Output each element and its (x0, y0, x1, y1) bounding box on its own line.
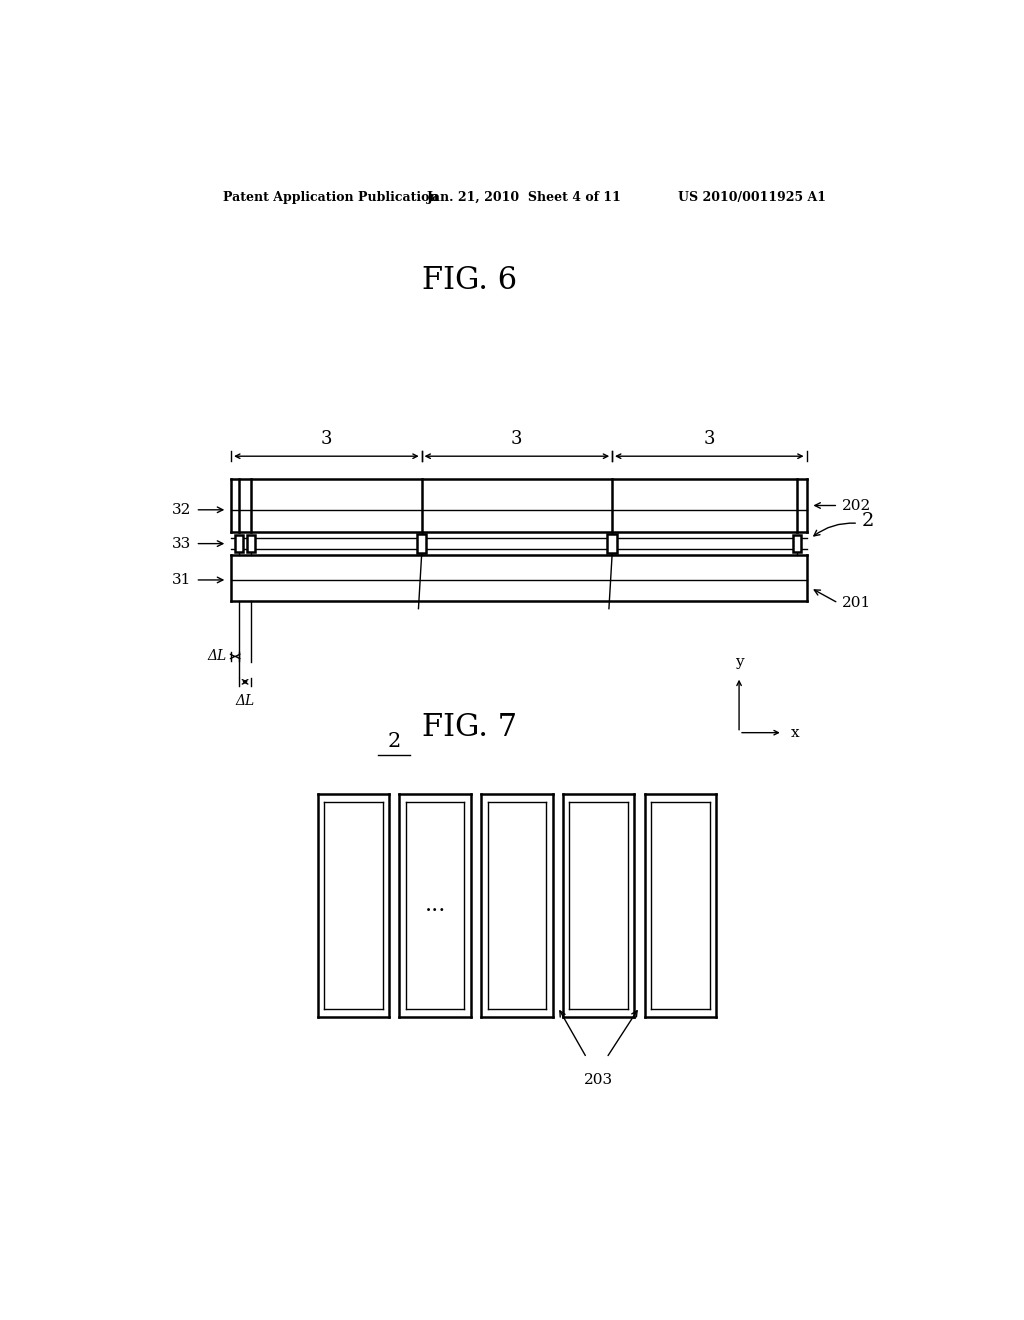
Text: ΔL: ΔL (208, 649, 227, 664)
Text: FIG. 7: FIG. 7 (422, 713, 517, 743)
Text: x: x (791, 726, 800, 739)
Text: 202: 202 (842, 499, 871, 512)
Text: 3: 3 (703, 430, 715, 447)
Bar (793, 535, 801, 552)
Text: 33: 33 (172, 537, 191, 550)
Text: 203: 203 (584, 1073, 613, 1088)
Bar (607, 535, 616, 553)
Text: 32: 32 (172, 503, 191, 517)
Text: ΔL: ΔL (236, 694, 255, 708)
Text: US 2010/0011925 A1: US 2010/0011925 A1 (678, 191, 826, 203)
Bar (247, 535, 255, 552)
Text: 31: 31 (172, 573, 191, 587)
Text: 3: 3 (321, 430, 332, 447)
Text: ...: ... (424, 895, 445, 916)
Text: 2: 2 (388, 733, 400, 751)
Text: y: y (735, 655, 743, 669)
Text: FIG. 6: FIG. 6 (422, 265, 517, 296)
Bar (236, 535, 243, 552)
Text: Jan. 21, 2010  Sheet 4 of 11: Jan. 21, 2010 Sheet 4 of 11 (427, 191, 623, 203)
Bar (417, 535, 426, 553)
Text: Patent Application Publication: Patent Application Publication (223, 191, 438, 203)
Text: 2: 2 (862, 512, 874, 531)
Text: 201: 201 (842, 597, 871, 610)
Text: 3: 3 (511, 430, 522, 447)
